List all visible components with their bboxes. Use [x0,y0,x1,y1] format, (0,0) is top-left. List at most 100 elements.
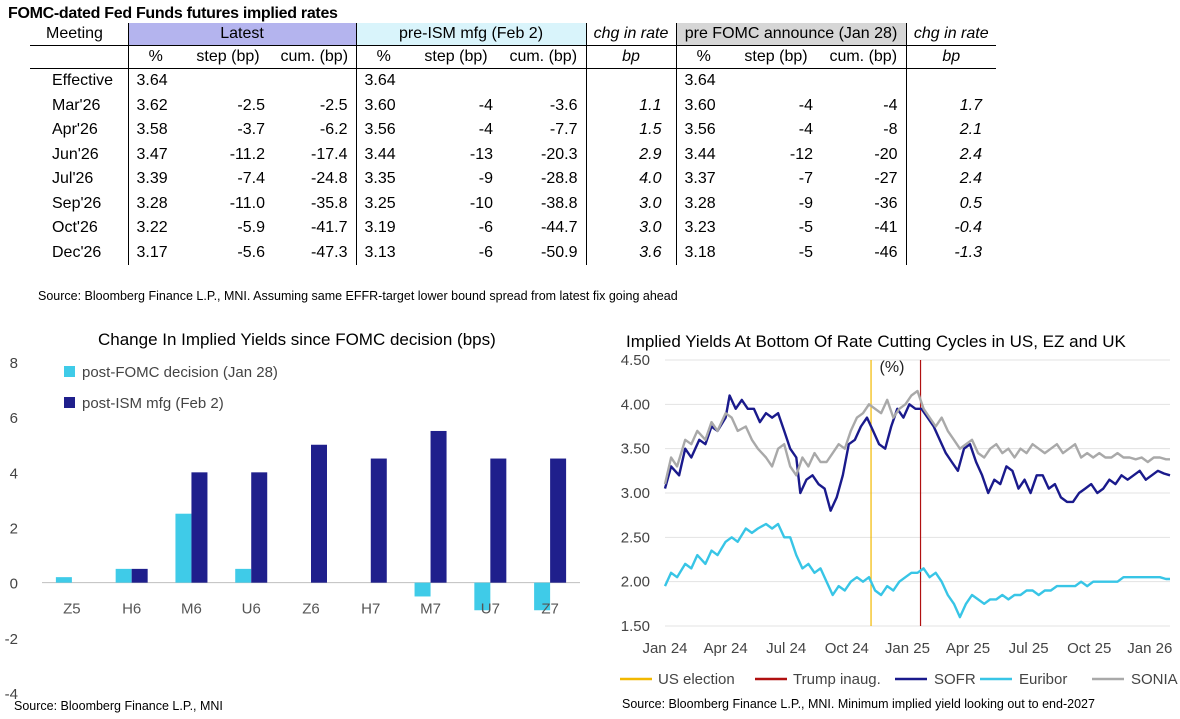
value-cell: -20 [874,145,898,163]
value-cell: -44.7 [541,219,578,237]
table-row: Effective 3.64 3.64 3.64 [30,68,996,94]
chg-cell: 1.7 [905,93,996,118]
x-tick-label: Oct 25 [1067,640,1111,657]
value-cell: -7.7 [549,121,578,139]
x-tick-label: Jan 26 [1127,640,1172,657]
pre-ism-header: pre-ISM mfg (Feb 2) [355,23,586,46]
bar-post-ism [191,472,208,583]
x-tick-label: Z7 [541,601,559,618]
value-cell: -9 [798,194,813,212]
value-cell: -4 [798,96,813,114]
latest-header: Latest [127,23,356,46]
bar-post-ism [490,458,507,583]
bar-post-fomc [414,582,431,597]
value-cell: 3.56 [355,118,411,143]
value-cell [501,69,586,94]
x-tick-label: Z6 [302,601,320,618]
value-cell: 3.47 [127,142,183,167]
legend-label: post-FOMC decision (Jan 28) [82,364,278,381]
value-cell [183,69,273,94]
y-tick-label: 4.50 [621,352,650,369]
bar-post-ism [430,430,447,583]
bar-post-ism [550,458,567,583]
value-cell: 3.19 [355,216,411,241]
legend-label: post-ISM mfg (Feb 2) [82,395,224,412]
value-cell: -7 [798,170,813,188]
sub-header: bp [905,45,996,69]
bar-post-fomc [115,568,132,583]
bar-post-ism [311,444,327,583]
value-cell: 3.64 [675,68,731,94]
value-cell: -2.5 [237,96,265,114]
meeting-cell: Jul'26 [52,170,94,188]
bar-chart-title: Change In Implied Yields since FOMC deci… [98,330,496,349]
bar-post-ism [251,472,268,583]
chg-cell: 2.4 [905,142,996,167]
x-tick-label: U6 [242,601,261,618]
value-cell: 3.28 [675,191,731,216]
x-tick-label: Jul 24 [766,640,806,657]
value-cell: -11.2 [229,145,265,163]
chg-cell: 1.1 [585,93,676,118]
value-cell: -17.4 [311,145,348,163]
meeting-cell: Dec'26 [52,243,102,261]
value-cell: -38.8 [541,194,578,212]
sub-header: cum. (bp) [501,45,586,69]
value-cell: -10 [469,194,493,212]
y-tick-label: -2 [5,631,18,648]
chg-cell: 1.5 [585,118,676,143]
value-cell: -6 [478,243,493,261]
bar-post-ism [131,568,148,583]
value-cell: 3.56 [675,118,731,143]
x-tick-label: H7 [361,601,380,618]
bar-chart: 8 6 4 2 0 -2 -4 Z5 H6 M6 U6 Z6 H7 M7 U7 Z7 post-FOMC dec… [5,355,580,700]
y-tick-label: 1.50 [621,618,650,635]
value-cell: -4 [478,96,493,114]
chg-rate-header-2: chg in rate [905,23,996,46]
meeting-cell: Mar'26 [52,96,101,114]
value-cell: -28.8 [541,170,578,188]
y-tick-label: 2.00 [621,574,650,591]
x-tick-label: Apr 24 [703,640,747,657]
value-cell: 3.44 [675,142,731,167]
legend-label: Euribor [1019,671,1067,688]
value-cell: -4 [798,121,813,139]
x-tick-label: Jul 25 [1009,640,1049,657]
value-cell [411,69,501,94]
value-cell: -7.4 [237,170,265,188]
value-cell: 3.17 [127,240,183,265]
value-cell: -4 [883,96,898,114]
value-cell: -41 [874,219,898,237]
table-body: Effective 3.64 3.64 3.64 Mar'26 3.62 -2.5 -2.5 3… [30,68,996,265]
value-cell: 3.35 [355,167,411,192]
value-cell: -13 [469,145,493,163]
value-cell: -35.8 [311,194,348,212]
value-cell: -4 [478,121,493,139]
table-row: Sep'26 3.28 -11.0 -35.8 3.25 -10 -38.8 3.0 3.28-… [30,191,996,216]
value-cell: -5 [798,219,813,237]
value-cell: -5.6 [237,243,265,261]
series-line-sonia [663,389,1170,485]
value-cell: -3.7 [237,121,265,139]
x-tick-label: Oct 24 [825,640,869,657]
line-chart-title: Implied Yields At Bottom Of Rate Cutting… [626,332,1126,351]
series-line-euribor [663,522,1170,619]
value-cell: 3.23 [675,216,731,241]
value-cell: -8 [883,121,898,139]
chg-cell: -0.4 [905,216,996,241]
chg-cell: 4.0 [585,167,676,192]
y-tick-label: 6 [10,410,18,427]
bar-post-fomc [55,577,72,583]
value-cell: 3.64 [355,68,411,94]
chg-cell: 0.5 [905,191,996,216]
value-cell: 3.22 [127,216,183,241]
table-title: FOMC-dated Fed Funds futures implied rat… [8,5,338,22]
table-row: Jul'26 3.39 -7.4 -24.8 3.35 -9 -28.8 4.0 3.37 -7 -… [30,167,996,192]
value-cell: -41.7 [311,219,348,237]
value-cell: -6.2 [319,121,348,139]
legend-label: SONIA [1131,671,1178,688]
value-cell: 3.37 [675,167,731,192]
value-cell: -46 [874,243,898,261]
chg-cell: -1.3 [905,240,996,265]
value-cell: -50.9 [541,243,578,261]
